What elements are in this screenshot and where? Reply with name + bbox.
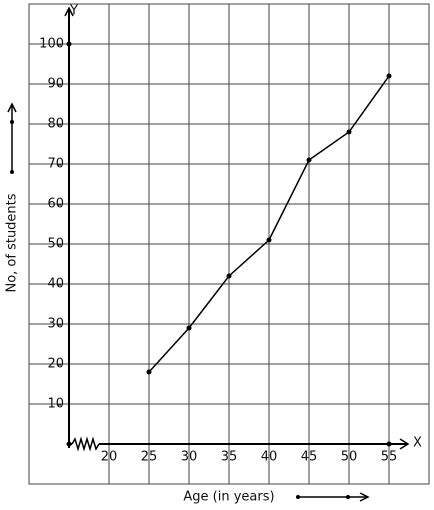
- label-arrow-head: [359, 492, 370, 502]
- data-point: [346, 129, 352, 135]
- label-arrow-dot: [346, 495, 350, 499]
- label-arrow-dot: [10, 170, 14, 174]
- axis-dot: [66, 41, 72, 47]
- data-point: [266, 237, 272, 243]
- data-point: [186, 325, 192, 331]
- x-tick-label: 55: [381, 450, 398, 465]
- data-point: [146, 369, 152, 375]
- y-tick-label: 100: [39, 37, 64, 52]
- origin-dot: [66, 441, 72, 447]
- axis-dot: [386, 441, 392, 447]
- y-axis-name: Y: [69, 4, 78, 19]
- data-point: [386, 73, 392, 79]
- plot-border: [28, 3, 430, 485]
- x-tick-label: 50: [341, 450, 358, 465]
- y-tick-label: 70: [47, 157, 64, 172]
- y-tick-label: 40: [47, 277, 64, 292]
- y-tick-label: 80: [47, 117, 64, 132]
- axis-break: [71, 436, 100, 452]
- x-tick-label: 40: [261, 450, 278, 465]
- y-tick-label: 90: [47, 77, 64, 92]
- x-tick-label: 35: [221, 450, 238, 465]
- label-arrow-dot: [296, 495, 300, 499]
- y-tick-label: 20: [47, 357, 64, 372]
- x-tick-label: 45: [301, 450, 318, 465]
- y-tick-label: 10: [47, 397, 64, 412]
- x-axis-arrow: [399, 438, 410, 450]
- y-tick-label: 30: [47, 317, 64, 332]
- data-point: [226, 273, 232, 279]
- label-arrow-head: [7, 102, 17, 113]
- x-tick-label: 30: [181, 450, 198, 465]
- y-tick-label: 60: [47, 197, 64, 212]
- x-axis-label: Age (in years): [183, 490, 274, 505]
- x-tick-label: 20: [101, 450, 118, 465]
- x-axis-name: X: [413, 436, 422, 451]
- data-point: [306, 157, 312, 163]
- y-tick-label: 50: [47, 237, 64, 252]
- label-arrow-dot: [10, 120, 14, 124]
- x-tick-label: 25: [141, 450, 158, 465]
- y-axis-label: No, of students: [5, 193, 20, 292]
- y-axis-arrow: [64, 6, 74, 17]
